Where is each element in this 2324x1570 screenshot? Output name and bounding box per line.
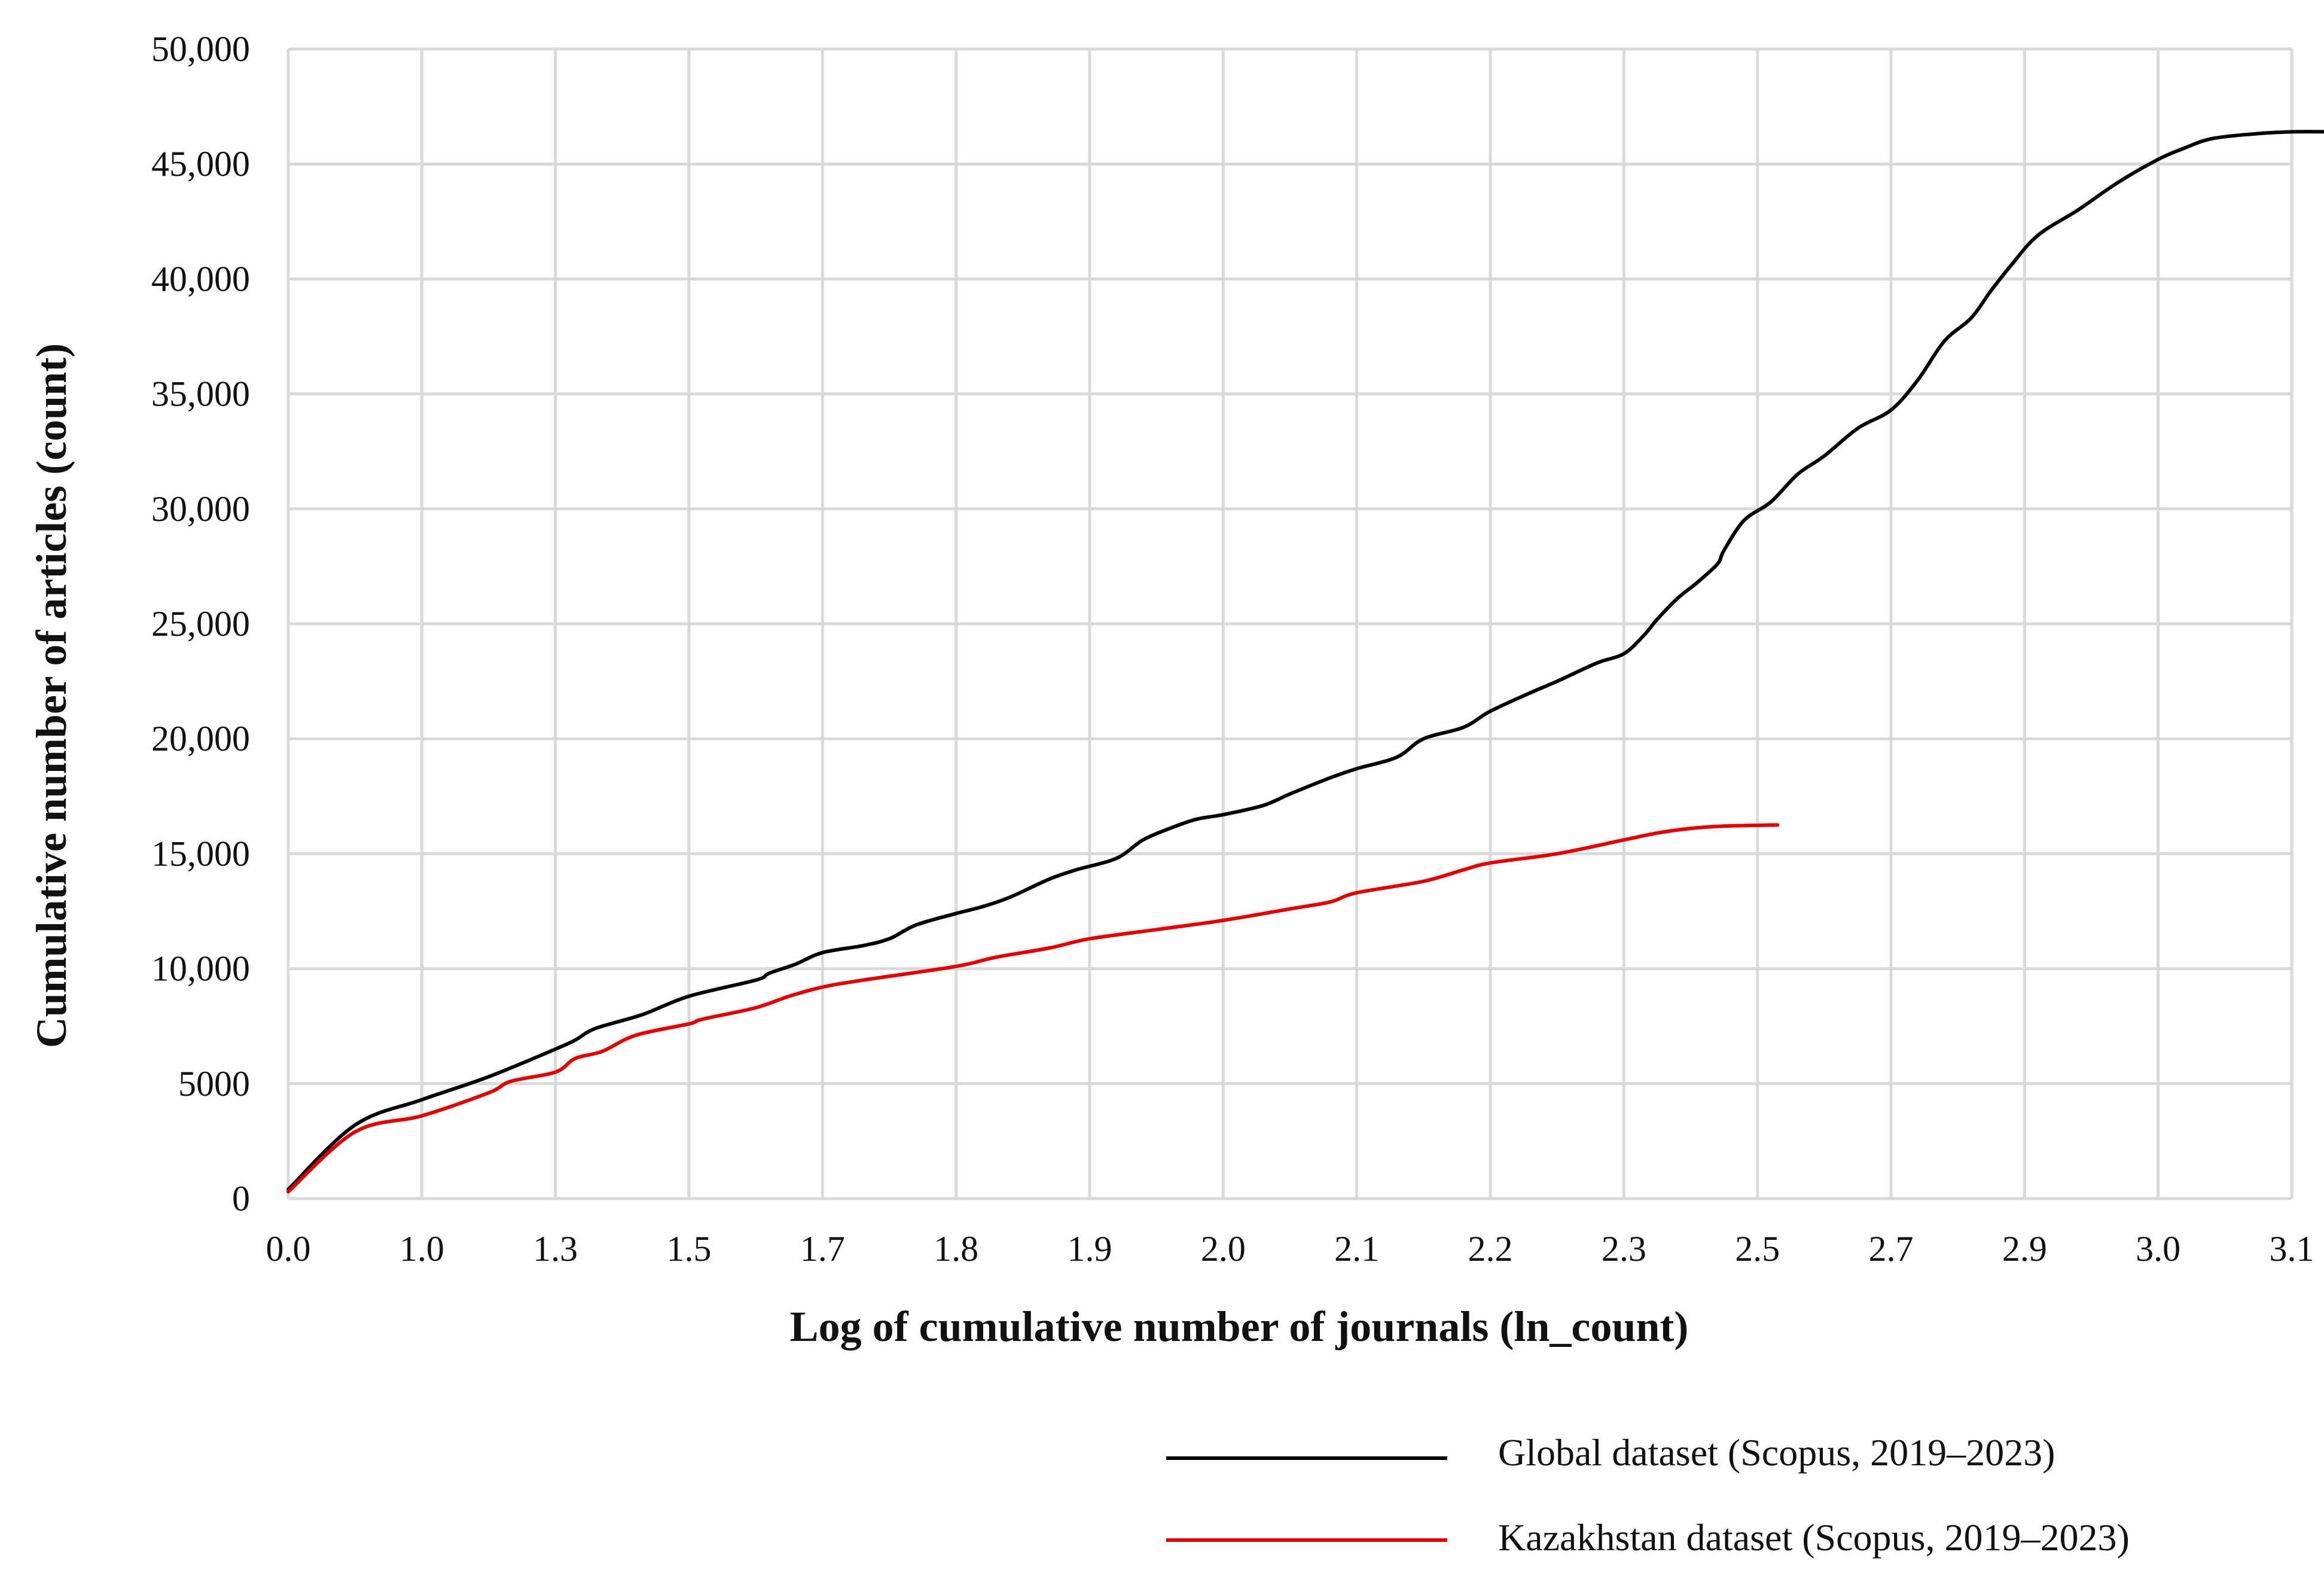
x-tick-label: 2.5: [1735, 1229, 1780, 1269]
legend-label-kazakhstan: Kazakhstan dataset (Scopus, 2019–2023): [1498, 1516, 2130, 1559]
series-line-kazakhstan: [286, 823, 1780, 1194]
x-tick-label: 1.3: [533, 1229, 578, 1269]
x-tick-label: 1.9: [1068, 1229, 1112, 1269]
x-tick-label: 2.0: [1201, 1229, 1246, 1269]
x-tick-label: 3.1: [2270, 1229, 2314, 1269]
x-tick-label: 2.2: [1468, 1229, 1513, 1269]
grid: [286, 47, 2293, 1200]
y-tick-label: 50,000: [151, 29, 250, 69]
series-lines: [286, 130, 2324, 1194]
series-line-global: [286, 130, 2324, 1191]
y-tick-label: 5000: [178, 1064, 250, 1103]
y-tick-label: 15,000: [151, 834, 250, 873]
legend: Global dataset (Scopus, 2019–2023) Kazak…: [1166, 1431, 2130, 1559]
y-tick-labels: 0 5000 10,000 15,000 20,000 25,000 30,000 35,00…: [151, 29, 250, 1218]
x-tick-label: 0.0: [266, 1229, 311, 1269]
x-tick-label: 1.8: [934, 1229, 978, 1269]
x-tick-label: 1.0: [399, 1229, 444, 1269]
y-tick-label: 30,000: [151, 489, 250, 529]
x-tick-label: 1.7: [800, 1229, 845, 1269]
x-tick-label: 2.3: [1602, 1229, 1646, 1269]
y-tick-label: 25,000: [151, 604, 250, 644]
x-tick-label: 2.7: [1869, 1229, 1914, 1269]
y-tick-label: 20,000: [151, 719, 250, 758]
x-tick-label: 2.9: [2002, 1229, 2047, 1269]
x-tick-label: 2.1: [1334, 1229, 1379, 1269]
y-axis-title: Cumulative number of articles (count): [28, 343, 75, 1048]
x-tick-labels: 0.0 1.0 1.3 1.5 1.7 1.8 1.9 2.0 2.1 2.2 2.3 2.5 2.7 2…: [266, 1229, 2314, 1269]
x-axis-title: Log of cumulative number of journals (ln…: [790, 1303, 1689, 1350]
y-tick-label: 45,000: [151, 144, 250, 184]
x-tick-label: 1.5: [667, 1229, 712, 1269]
y-tick-label: 40,000: [151, 259, 250, 298]
legend-label-global: Global dataset (Scopus, 2019–2023): [1498, 1431, 2055, 1474]
y-tick-label: 10,000: [151, 949, 250, 989]
y-tick-label: 0: [232, 1179, 250, 1218]
x-tick-label: 3.0: [2136, 1229, 2180, 1269]
y-tick-label: 35,000: [151, 374, 250, 414]
